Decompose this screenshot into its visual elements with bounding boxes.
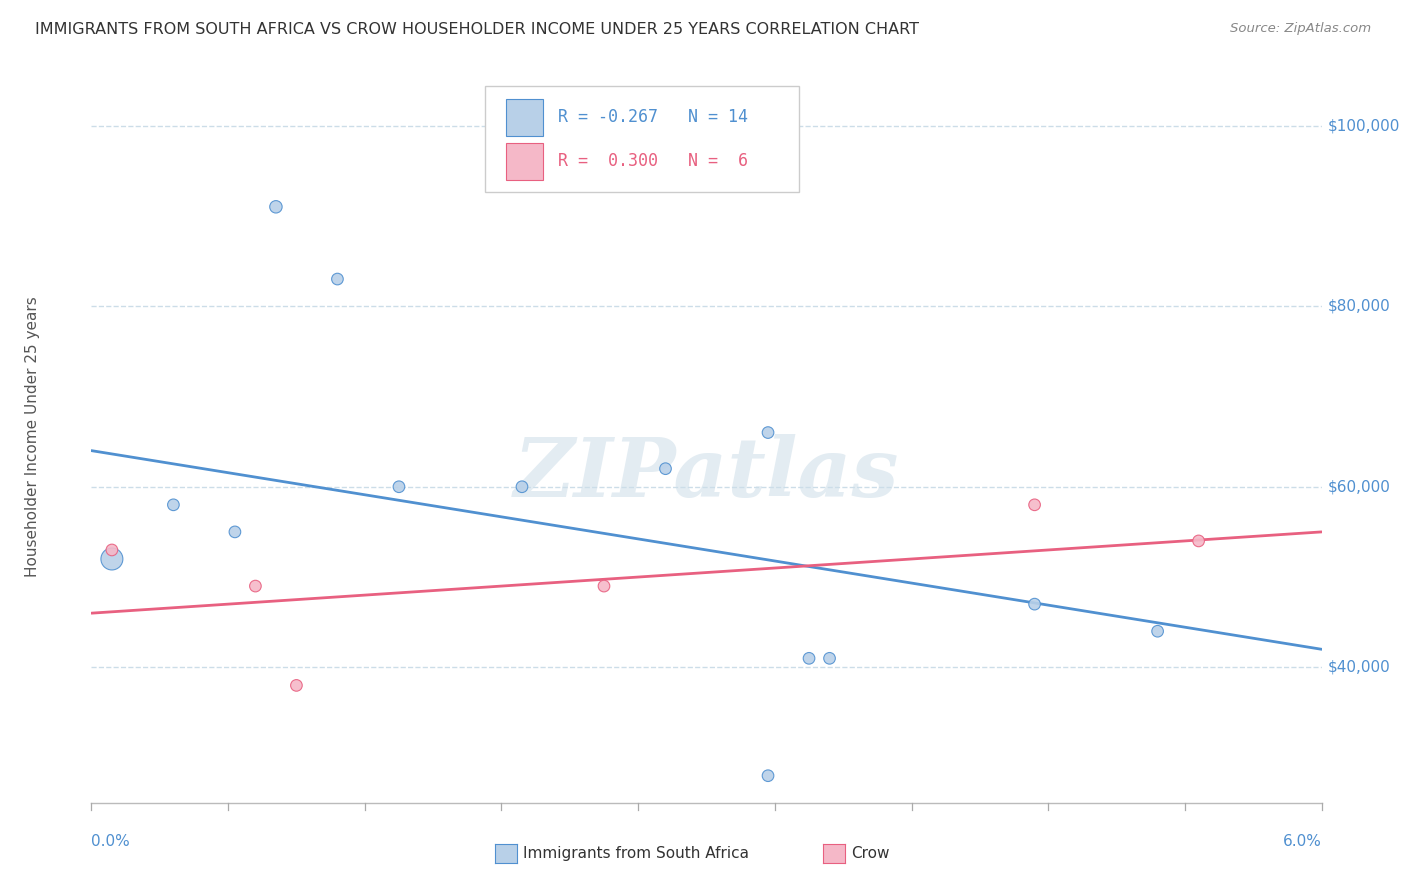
Point: [285, 678, 308, 692]
Text: IMMIGRANTS FROM SOUTH AFRICA VS CROW HOUSEHOLDER INCOME UNDER 25 YEARS CORRELATI: IMMIGRANTS FROM SOUTH AFRICA VS CROW HOU…: [35, 22, 920, 37]
FancyBboxPatch shape: [506, 143, 543, 179]
Text: R =  0.300   N =  6: R = 0.300 N = 6: [558, 153, 748, 170]
Point: [1187, 533, 1209, 548]
Point: [101, 552, 124, 566]
Point: [654, 461, 676, 475]
Point: [756, 769, 779, 783]
Text: ZIPatlas: ZIPatlas: [513, 434, 900, 514]
Text: 6.0%: 6.0%: [1282, 834, 1322, 849]
Point: [593, 579, 616, 593]
Text: Householder Income Under 25 years: Householder Income Under 25 years: [25, 297, 39, 577]
Point: [797, 651, 820, 665]
Point: [1024, 498, 1046, 512]
Point: [1146, 624, 1168, 639]
Text: $80,000: $80,000: [1327, 299, 1391, 314]
Text: $100,000: $100,000: [1327, 118, 1400, 133]
Point: [101, 543, 124, 558]
Point: [162, 498, 184, 512]
Text: 0.0%: 0.0%: [91, 834, 131, 849]
Point: [224, 524, 246, 539]
Point: [510, 480, 533, 494]
FancyBboxPatch shape: [506, 99, 543, 136]
Point: [818, 651, 841, 665]
FancyBboxPatch shape: [485, 86, 799, 192]
Text: $60,000: $60,000: [1327, 479, 1391, 494]
Text: R = -0.267   N = 14: R = -0.267 N = 14: [558, 109, 748, 127]
Text: $40,000: $40,000: [1327, 660, 1391, 675]
Text: Source: ZipAtlas.com: Source: ZipAtlas.com: [1230, 22, 1371, 36]
Text: Immigrants from South Africa: Immigrants from South Africa: [523, 847, 749, 861]
Text: Crow: Crow: [851, 847, 889, 861]
Point: [264, 200, 287, 214]
Point: [245, 579, 267, 593]
Point: [1024, 597, 1046, 611]
Point: [756, 425, 779, 440]
Point: [388, 480, 411, 494]
Point: [326, 272, 349, 286]
